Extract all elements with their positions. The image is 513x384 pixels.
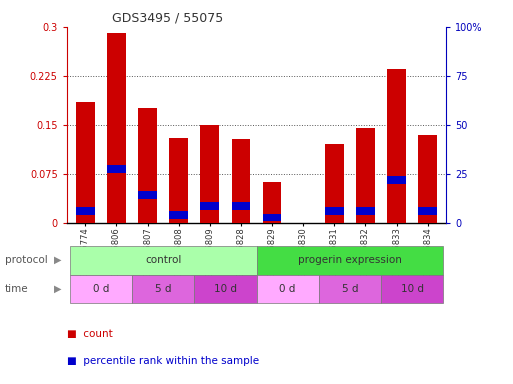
Bar (169, 211, 188, 219)
Text: 0 d: 0 d (93, 284, 109, 294)
Bar (263, 182, 282, 223)
Bar (387, 176, 406, 184)
Text: ■  count: ■ count (67, 329, 112, 339)
Bar (231, 202, 250, 210)
Text: ▶: ▶ (54, 284, 62, 294)
Text: 10 d: 10 d (214, 284, 237, 294)
Bar (70, 246, 256, 275)
Text: protocol: protocol (5, 255, 48, 265)
Text: 10 d: 10 d (401, 284, 424, 294)
Bar (319, 275, 381, 303)
Bar (169, 138, 188, 223)
Text: 0 d: 0 d (280, 284, 296, 294)
Bar (256, 275, 319, 303)
Bar (325, 207, 344, 215)
Bar (231, 139, 250, 223)
Bar (356, 207, 374, 215)
Bar (107, 165, 126, 173)
Bar (256, 246, 443, 275)
Bar (76, 102, 95, 223)
Text: ■  percentile rank within the sample: ■ percentile rank within the sample (67, 356, 259, 366)
Bar (418, 207, 437, 215)
Bar (139, 191, 157, 199)
Bar (381, 275, 443, 303)
Bar (76, 207, 95, 215)
Text: 5 d: 5 d (342, 284, 358, 294)
Bar (201, 126, 219, 223)
Bar (70, 275, 132, 303)
Bar (139, 109, 157, 223)
Text: progerin expression: progerin expression (298, 255, 402, 265)
Text: 5 d: 5 d (155, 284, 171, 294)
Bar (194, 275, 256, 303)
Bar (107, 33, 126, 223)
Bar (387, 70, 406, 223)
Text: GDS3495 / 55075: GDS3495 / 55075 (112, 11, 224, 24)
Bar (201, 202, 219, 210)
Bar (263, 214, 282, 222)
Bar (325, 144, 344, 223)
Text: time: time (5, 284, 29, 294)
Text: control: control (145, 255, 181, 265)
Bar (356, 128, 374, 223)
Bar (132, 275, 194, 303)
Bar (418, 135, 437, 223)
Text: ▶: ▶ (54, 255, 62, 265)
